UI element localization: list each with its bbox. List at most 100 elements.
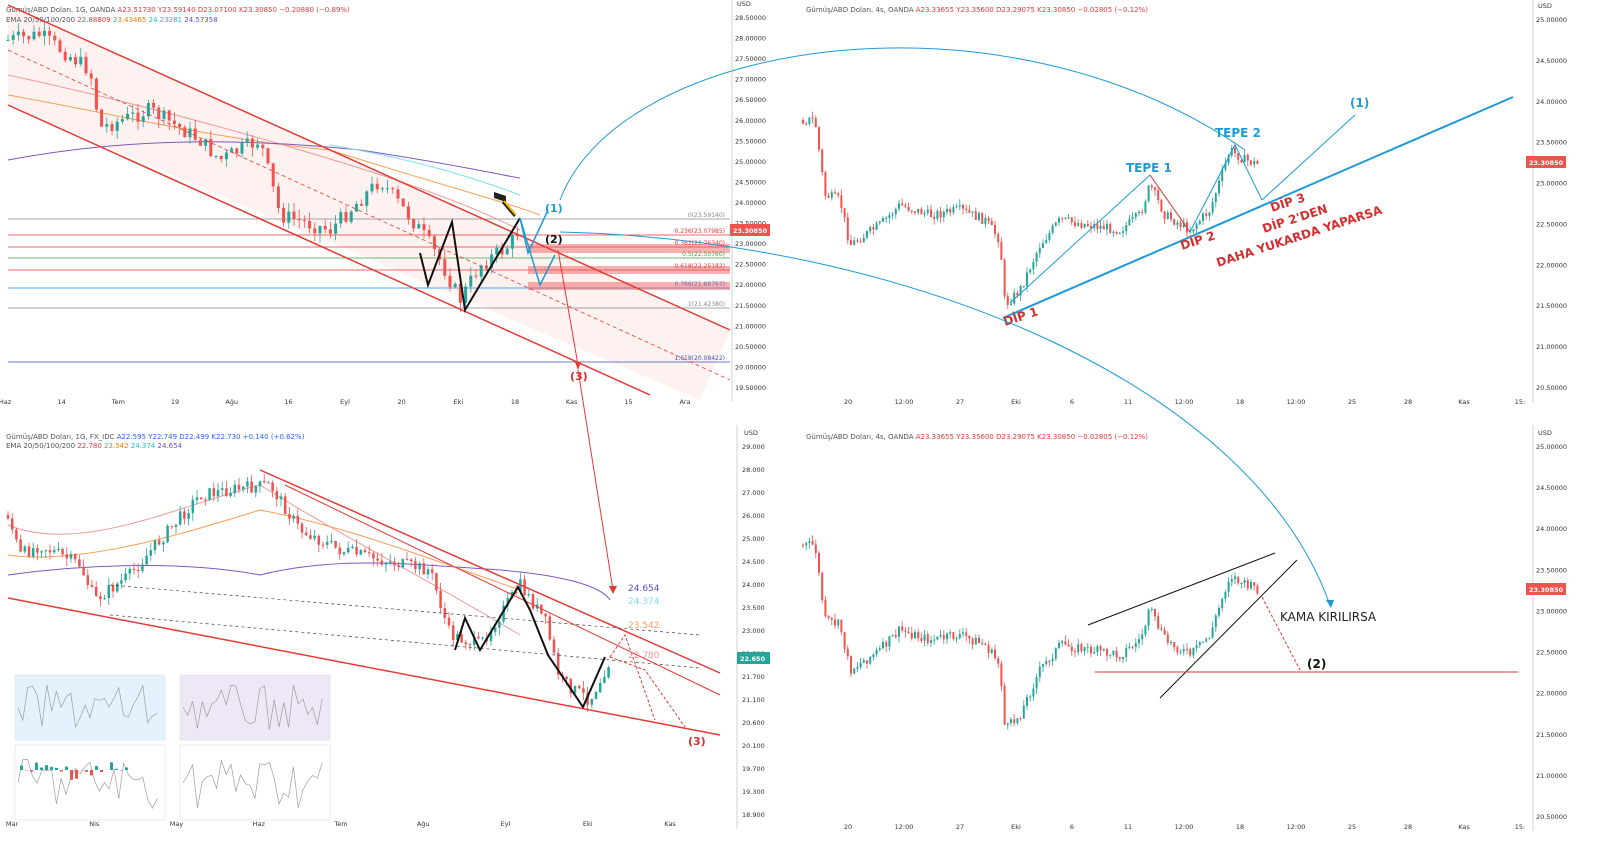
candle: [933, 639, 936, 641]
candle: [862, 237, 865, 243]
candle: [898, 203, 900, 209]
candle: [1102, 648, 1105, 651]
price-tick-label: 28.00000: [735, 35, 766, 43]
candle: [183, 127, 187, 138]
candle: [1102, 225, 1105, 230]
candle: [1253, 582, 1256, 586]
histogram-bar: [70, 770, 73, 780]
last-price-tag: [737, 652, 770, 664]
candle: [1022, 705, 1025, 719]
chart-header: Gümüş/ABD Doları, 1G, FX_IDC A22.595 Y22…: [6, 433, 305, 441]
candle: [1198, 641, 1201, 646]
price-tick-label: 24.00000: [1536, 525, 1567, 533]
candle: [1163, 629, 1166, 635]
price-tick-label: 21.50000: [735, 302, 766, 310]
candle: [162, 542, 165, 545]
histogram-bar: [110, 762, 113, 770]
chart-area[interactable]: 0(23.59140)0.236(23.07985)0.382(22.76340…: [0, 0, 770, 410]
price-tick-label: 23.50000: [735, 220, 766, 228]
price-tick-label: 27.50000: [735, 55, 766, 63]
annotation-2: (2): [545, 233, 563, 246]
candle: [1064, 641, 1067, 645]
candle: [1128, 218, 1131, 226]
candle: [48, 30, 52, 36]
candle: [910, 632, 913, 639]
hammer-icon: [494, 192, 516, 217]
candle: [1234, 576, 1236, 580]
candle: [824, 599, 827, 617]
time-tick-label: Mar: [6, 820, 19, 828]
candle: [1061, 641, 1064, 643]
candle: [1208, 637, 1211, 639]
chart-bottom-right[interactable]: Gümüş/ABD Doları, 4s, OANDA A23.33655 Y2…: [800, 425, 1600, 855]
candle: [990, 220, 993, 225]
histogram-bar: [40, 767, 43, 770]
time-tick-label: 15: [624, 398, 632, 406]
time-tick-label: 12:00: [1287, 823, 1306, 831]
candle: [363, 550, 367, 553]
candle: [103, 598, 106, 600]
chart-top-left[interactable]: Gümüş/ABD Doları, 1G, OANDA A23.51730 Y2…: [0, 0, 770, 410]
candle: [157, 107, 161, 120]
candle: [1106, 223, 1108, 230]
candle: [1147, 185, 1150, 202]
candle: [1109, 223, 1112, 234]
candle: [27, 36, 31, 40]
candle: [6, 39, 10, 41]
candle: [414, 561, 417, 570]
candle: [149, 550, 153, 556]
ema-200-line: [7, 562, 611, 601]
candle: [124, 573, 127, 581]
candle: [187, 513, 190, 519]
candle: [1022, 285, 1025, 287]
candle: [968, 209, 971, 213]
candle: [1253, 160, 1256, 165]
annotation-3: (3): [688, 735, 706, 748]
candle: [505, 248, 509, 255]
candle: [430, 569, 434, 574]
chart-area[interactable]: (3) 24.654 24.374 23.542 22.780 USD 29.000 28.0…: [0, 425, 770, 855]
candle: [582, 688, 585, 693]
candle: [962, 205, 964, 209]
candle: [214, 155, 218, 157]
candle: [1230, 579, 1233, 582]
candle: [321, 544, 325, 546]
candle: [61, 549, 64, 555]
candle: [1054, 647, 1057, 659]
candle: [296, 515, 300, 524]
candle: [846, 648, 849, 657]
candle: [974, 637, 977, 645]
candle: [288, 514, 291, 519]
candle: [460, 634, 463, 643]
candle: [1154, 187, 1156, 191]
candle: [1202, 641, 1204, 643]
candle: [1080, 223, 1083, 228]
price-tick-label: 23.50000: [1536, 139, 1567, 147]
candle: [923, 634, 926, 641]
candle: [907, 206, 910, 211]
candle: [1208, 212, 1211, 216]
candle: [866, 660, 868, 664]
chart-bottom-left[interactable]: Gümüş/ABD Doları, 1G, FX_IDC A22.595 Y22…: [0, 425, 770, 855]
candle: [115, 121, 119, 131]
candle: [68, 57, 72, 61]
candle: [443, 608, 447, 618]
candle: [1042, 243, 1044, 248]
candle: [506, 598, 510, 606]
candle: [598, 683, 602, 693]
candle: [401, 559, 405, 568]
candle: [1218, 180, 1220, 194]
candle: [1141, 634, 1144, 640]
candle: [907, 631, 910, 633]
candle: [254, 486, 258, 493]
chart-top-right[interactable]: Gümüş/ABD Doları, 4s, OANDA A23.33655 Y2…: [800, 0, 1600, 410]
histogram-bar: [85, 770, 88, 772]
candle: [603, 677, 606, 684]
chart-area[interactable]: KAMA KIRILIRSA (2) USD 25.00000 24.50000 24.0…: [800, 425, 1600, 855]
candle: [417, 224, 421, 229]
candle: [936, 636, 939, 640]
candle: [827, 195, 830, 198]
candle: [308, 220, 312, 229]
time-tick-label: 20: [398, 398, 406, 406]
